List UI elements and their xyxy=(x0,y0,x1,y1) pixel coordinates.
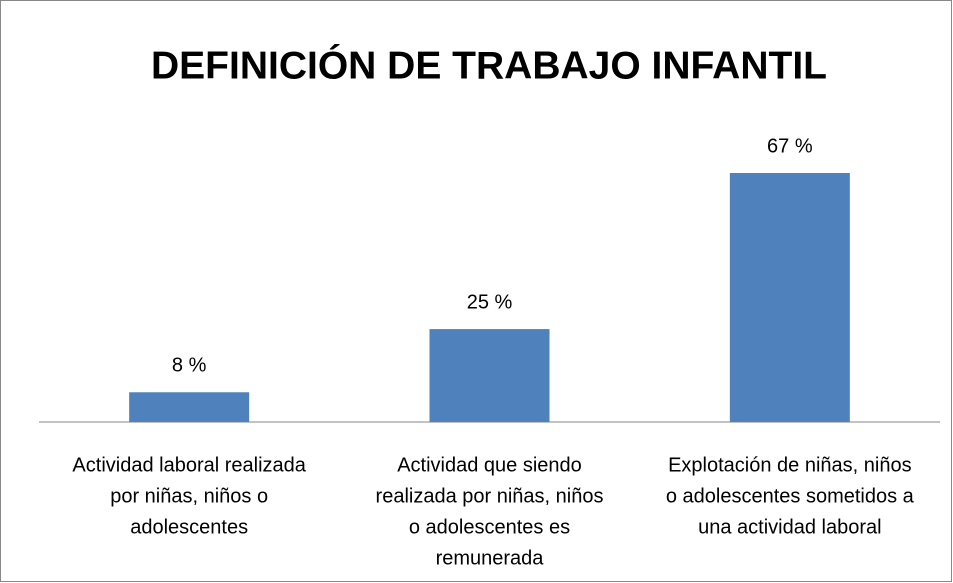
x-tick-label: o adolescentes es xyxy=(409,516,570,538)
x-tick-label: remunerada xyxy=(436,547,545,569)
x-tick-label: una actividad laboral xyxy=(698,516,881,538)
x-tick-label: realizada por niñas, niños xyxy=(376,485,604,507)
x-tick-label: adolescentes xyxy=(130,516,248,538)
bar xyxy=(129,392,250,422)
x-tick-label: o adolescentes sometidos a xyxy=(666,485,915,507)
x-tick-label: Actividad que siendo xyxy=(397,454,582,476)
value-label: 67 % xyxy=(767,135,813,157)
value-label: 25 % xyxy=(467,291,513,313)
bar xyxy=(729,173,850,422)
chart-title: DEFINICIÓN DE TRABAJO INFANTIL xyxy=(151,43,827,87)
bar xyxy=(429,329,550,422)
value-label: 8 % xyxy=(172,355,207,377)
x-tick-label: por niñas, niños o xyxy=(110,485,268,507)
x-tick-label: Explotación de niñas, niños xyxy=(668,454,912,476)
x-tick-label: Actividad laboral realizada xyxy=(72,454,306,476)
